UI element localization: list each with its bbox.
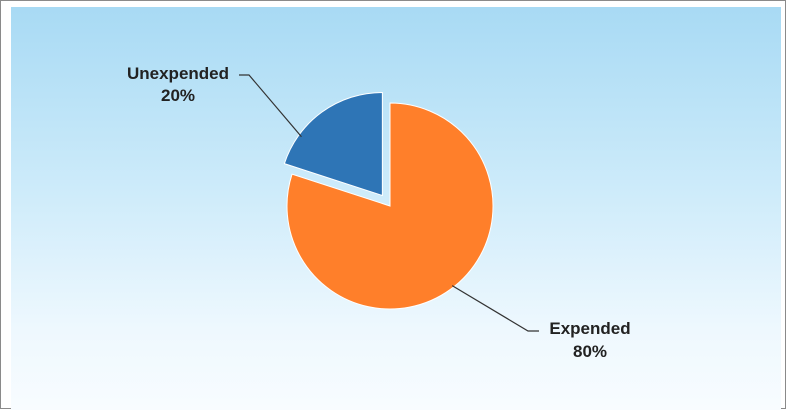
- leader-line-expended: [451, 285, 539, 332]
- pie-slice-unexpended: [283, 91, 383, 197]
- pie-slice-expended: [286, 102, 494, 310]
- slice-label-expended-percent: 80%: [573, 342, 607, 361]
- slice-label-expended-name: Expended: [549, 319, 630, 338]
- leader-line-unexpended: [239, 74, 302, 138]
- leader-lines: [239, 74, 539, 332]
- slice-label-unexpended-name: Unexpended: [127, 64, 229, 83]
- slice-label-unexpended-percent: 20%: [161, 86, 195, 105]
- slices-layer: [283, 91, 494, 310]
